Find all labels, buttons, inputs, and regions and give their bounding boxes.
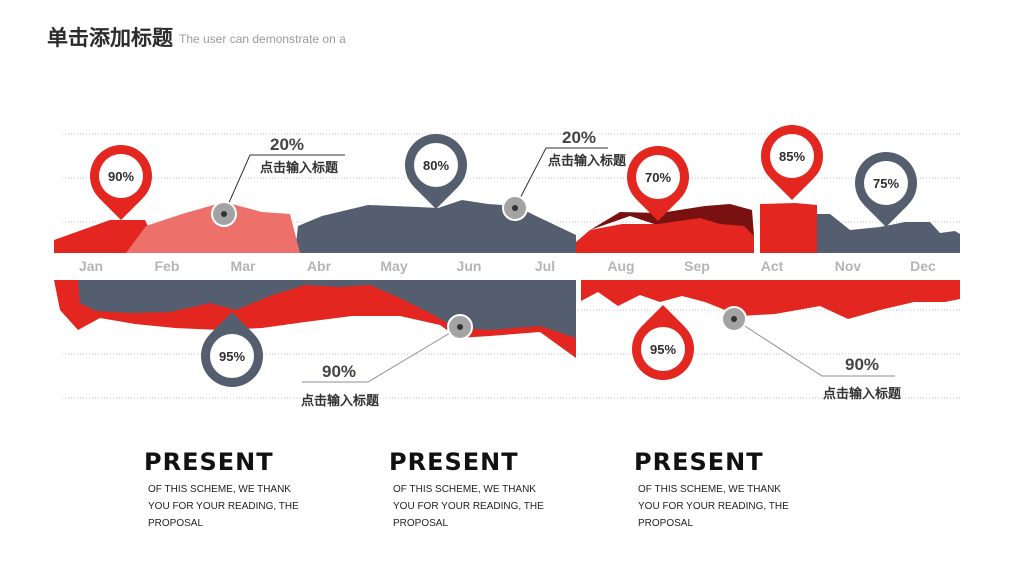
lower-red-area-2: [581, 280, 960, 319]
month-label: Sep: [684, 258, 710, 274]
pin-marker-label: 85%: [779, 149, 805, 164]
callout-value: 90%: [845, 355, 879, 374]
present-card-text: OF THIS SCHEME, WE THANK YOU FOR YOUR RE…: [148, 484, 299, 529]
present-card-title: PRESENT: [389, 448, 519, 476]
pin-marker-center: [636, 155, 680, 199]
month-label: Act: [761, 258, 784, 274]
upper-dark-red-area: [590, 204, 754, 236]
page-subtitle: The user can demonstrate on a: [179, 32, 346, 46]
callout-marker-center: [512, 205, 518, 211]
month-label: May: [380, 258, 407, 274]
present-card-3: PRESENT OF THIS SCHEME, WE THANK YOU FOR…: [634, 448, 818, 532]
present-card-title: PRESENT: [634, 448, 764, 476]
callout-value: 20%: [562, 128, 596, 147]
present-card-1: PRESENT OF THIS SCHEME, WE THANK YOU FOR…: [144, 448, 328, 532]
present-card-2: PRESENT OF THIS SCHEME, WE THANK YOU FOR…: [389, 448, 573, 532]
callout-leader-line: [733, 318, 895, 377]
page-title: 单击添加标题: [47, 26, 173, 50]
callout-leader-line: [514, 147, 608, 209]
pin-marker-center: [770, 134, 814, 178]
pin-marker-label: 90%: [108, 169, 134, 184]
callout-marker-center: [457, 324, 463, 330]
callout-leader-line: [302, 326, 461, 383]
pin-marker-center: [414, 143, 458, 187]
pin-marker-center: [864, 161, 908, 205]
month-label: Abr: [307, 258, 332, 274]
month-label: Jun: [457, 258, 482, 274]
callout-text: 点击输入标题: [260, 160, 339, 176]
callout-marker-center: [221, 211, 227, 217]
month-label: Aug: [607, 258, 634, 274]
callout-leader-line: [223, 154, 345, 215]
month-label: Feb: [155, 258, 180, 274]
month-label: Jul: [535, 258, 555, 274]
mountain-area-chart: Jan Feb Mar Abr May Jun Jul Aug Sep Act Nov Dec 90% 8…: [54, 125, 960, 409]
callout-value: 20%: [270, 135, 304, 154]
pin-marker-label: 75%: [873, 176, 899, 191]
pin-marker-center: [641, 327, 685, 371]
x-axis-band: [54, 253, 960, 280]
pin-marker-label: 95%: [650, 342, 676, 357]
callout-value: 90%: [322, 362, 356, 381]
callout-text: 点击输入标题: [548, 153, 627, 169]
upper-red-area-2: [576, 218, 754, 253]
month-label: Nov: [835, 258, 862, 274]
upper-salmon-area: [126, 202, 300, 253]
upper-slate-area-2: [772, 214, 960, 253]
month-label: Mar: [231, 258, 256, 274]
callout-text: 点击输入标题: [823, 386, 902, 402]
callout-text: 点击输入标题: [301, 393, 380, 409]
present-card-title: PRESENT: [144, 448, 274, 476]
present-card-text: OF THIS SCHEME, WE THANK YOU FOR YOUR RE…: [393, 484, 544, 529]
present-card-text: OF THIS SCHEME, WE THANK YOU FOR YOUR RE…: [638, 484, 789, 529]
month-label: Jan: [79, 258, 103, 274]
upper-red-area-3: [760, 203, 817, 253]
pin-marker-center: [210, 334, 254, 378]
pin-marker-label: 80%: [423, 158, 449, 173]
pin-marker-label: 70%: [645, 170, 671, 185]
callout-marker-center: [731, 316, 737, 322]
month-label: Dec: [910, 258, 936, 274]
pin-marker-center: [99, 154, 143, 198]
pin-marker-label: 95%: [219, 349, 245, 364]
